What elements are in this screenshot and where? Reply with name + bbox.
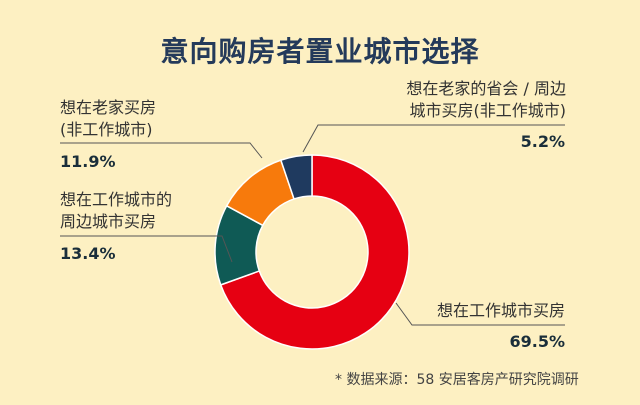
label-line: (非工作城市) [60, 120, 153, 139]
label-line: 想在工作城市的 [60, 190, 173, 209]
leader-line-navy [302, 124, 565, 153]
label-hometown: 想在老家买房 (非工作城市) [60, 97, 156, 141]
value-label-work-city: 69.5% [509, 332, 565, 351]
source-note: * 数据来源：58 安居客房产研究院调研 [335, 372, 579, 388]
chart-title: 意向购房者置业城市选择 [160, 35, 480, 68]
value-label-province: 5.2% [520, 132, 565, 151]
value-label-hometown: 11.9% [60, 152, 116, 171]
donut-slice-0 [219, 154, 410, 350]
label-province: 想在老家的省会 / 周边 城市买房(非工作城市) [378, 78, 566, 122]
label-line: 城市买房(非工作城市) [409, 101, 567, 120]
label-line: 周边城市买房 [60, 212, 157, 231]
label-nearby: 想在工作城市的 周边城市买房 [60, 189, 172, 233]
label-line: 想在老家的省会 / 周边 [406, 79, 566, 98]
label-line: 想在老家买房 [60, 98, 157, 117]
leader-line-teal [60, 235, 233, 263]
value-label-nearby: 13.4% [60, 244, 116, 263]
leader-line-orange [60, 142, 263, 159]
leader-line-red [395, 302, 565, 326]
label-work-city: 想在工作城市买房 [436, 301, 565, 320]
donut-slice-3 [279, 154, 313, 200]
